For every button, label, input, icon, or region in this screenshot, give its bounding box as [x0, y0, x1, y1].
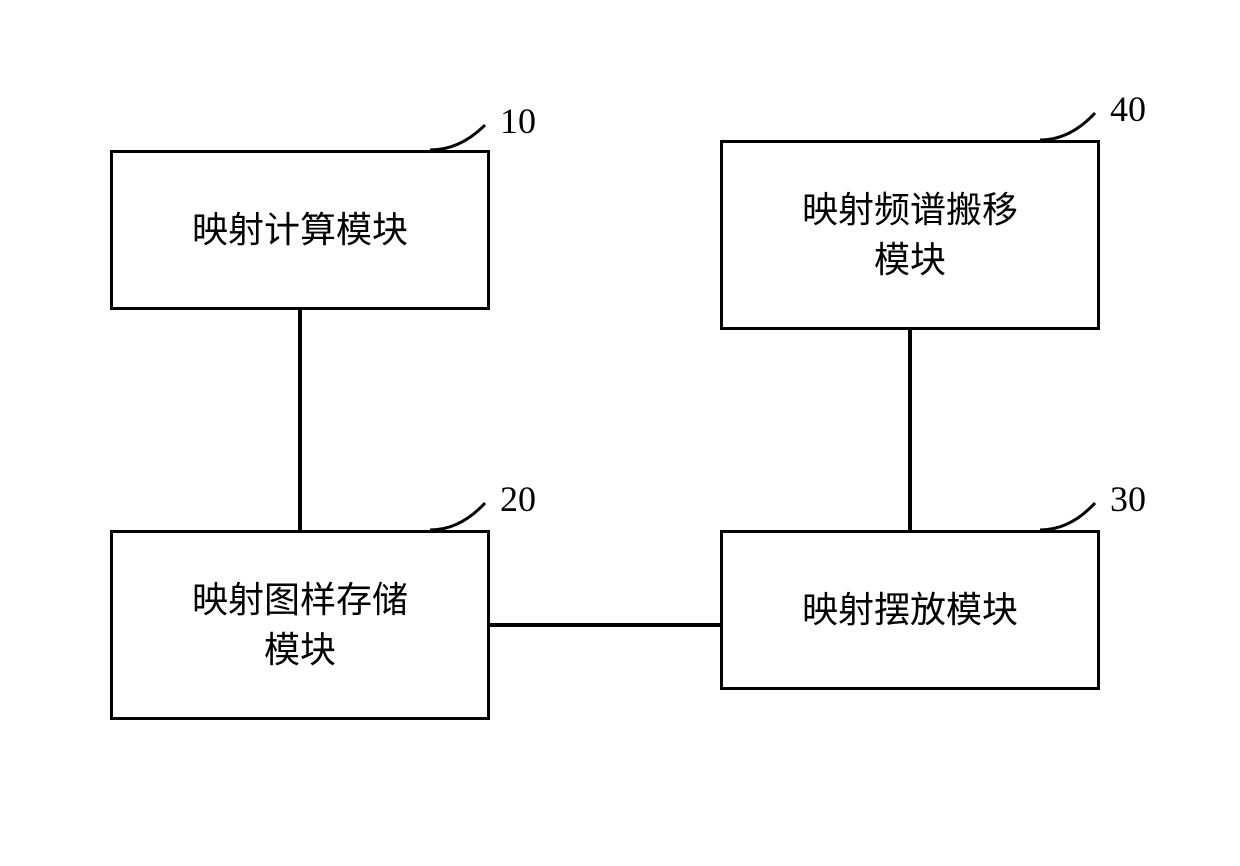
- node-label-30: 映射摆放模块: [802, 585, 1018, 635]
- ref-label-40: 40: [1110, 88, 1146, 130]
- leader-line-30: [1040, 498, 1120, 538]
- node-label-20: 映射图样存储模块: [192, 575, 408, 676]
- node-box-10: 映射计算模块: [110, 150, 490, 310]
- ref-label-30: 30: [1110, 478, 1146, 520]
- ref-label-20: 20: [500, 478, 536, 520]
- node-label-40: 映射频谱搬移模块: [802, 185, 1018, 286]
- ref-label-10: 10: [500, 100, 536, 142]
- node-box-20: 映射图样存储模块: [110, 530, 490, 720]
- node-box-40: 映射频谱搬移模块: [720, 140, 1100, 330]
- edge-20-30: [490, 623, 720, 627]
- node-label-10: 映射计算模块: [192, 205, 408, 255]
- leader-line-10: [430, 120, 510, 160]
- node-box-30: 映射摆放模块: [720, 530, 1100, 690]
- leader-line-20: [430, 498, 510, 538]
- leader-line-40: [1040, 108, 1120, 148]
- edge-10-20: [298, 310, 302, 530]
- edge-30-40: [908, 330, 912, 530]
